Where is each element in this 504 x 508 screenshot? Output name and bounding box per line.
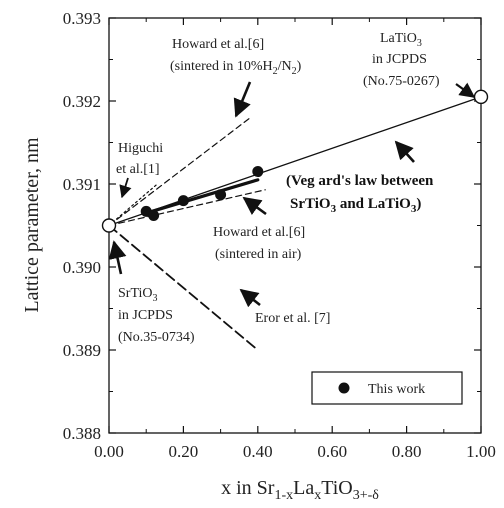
trend-line-3 [108, 183, 158, 227]
y-tick-label: 0.388 [63, 424, 101, 443]
trend-line-4 [108, 189, 266, 227]
legend-marker-this-work [338, 382, 350, 394]
data-point-this-work [177, 195, 189, 207]
svg-text:(sintered in 10%H2/N2): (sintered in 10%H2/N2) [170, 59, 302, 77]
x-tick-label: 0.40 [243, 442, 273, 461]
svg-text:(sintered in air): (sintered in air) [215, 247, 302, 262]
x-tick-label: 0.00 [94, 442, 124, 461]
svg-text:Howard et al.[6]: Howard et al.[6] [172, 37, 264, 52]
data-points [101, 89, 489, 233]
tick-marks [108, 17, 482, 434]
trend-line-5 [108, 224, 259, 351]
arrow-vegard [394, 140, 415, 163]
svg-text:LaTiO3: LaTiO3 [380, 31, 422, 49]
svg-text:SrTiO3: SrTiO3 [118, 286, 158, 304]
annotation-howard-h2: Howard et al.[6] (sintered in 10%H2/N2) [170, 37, 302, 118]
arrow-eror [239, 288, 261, 308]
svg-text:SrTiO3 and LaTiO3): SrTiO3 and LaTiO3) [290, 196, 421, 215]
annotation-howard-air: Howard et al.[6] (sintered in air) [213, 196, 305, 262]
annotation-vegard: (Veg ard's law between SrTiO3 and LaTiO3… [286, 140, 434, 215]
svg-text:Howard et al.[6]: Howard et al.[6] [213, 225, 305, 240]
data-point-this-work [252, 166, 264, 178]
x-tick-label: 1.00 [466, 442, 496, 461]
arrow-howard-air [242, 196, 267, 216]
y-tick-label: 0.390 [63, 258, 101, 277]
svg-text:(Veg ard's law between: (Veg ard's law between [286, 173, 434, 189]
svg-text:(No.35-0734): (No.35-0734) [118, 330, 195, 345]
svg-text:in JCPDS: in JCPDS [372, 52, 427, 67]
y-tick-label: 0.389 [63, 341, 101, 360]
tick-labels: 0.00 0.20 0.40 0.60 0.80 1.00 0.388 0.389 0.390 0… [63, 9, 496, 461]
x-tick-label: 0.60 [317, 442, 347, 461]
y-tick-label: 0.393 [63, 9, 101, 28]
reference-point-latio3 [473, 89, 489, 105]
annotation-higuchi: Higuchi et al.[1] [116, 141, 163, 199]
svg-text:Eror et al. [7]: Eror et al. [7] [255, 311, 330, 326]
fit-lines [108, 96, 482, 351]
arrow-latio3 [455, 82, 476, 98]
legend-label-this-work: This work [368, 382, 425, 397]
data-point-this-work [148, 210, 160, 222]
y-axis-title: Lattice parameter, nm [21, 137, 43, 313]
legend: This work [311, 371, 463, 405]
trend-line-6 [144, 178, 260, 215]
x-axis-title: x in Sr1-xLaxTiO3+-δ [221, 477, 379, 503]
annotation-latio3: LaTiO3 in JCPDS (No.75-0267) [363, 31, 476, 98]
annotation-eror: Eror et al. [7] [239, 288, 330, 326]
trend-line-2 [108, 116, 251, 227]
svg-text:(No.75-0267): (No.75-0267) [363, 74, 440, 89]
x-tick-label: 0.20 [169, 442, 199, 461]
reference-point-srtio3 [101, 218, 117, 233]
svg-text:Higuchi: Higuchi [118, 141, 163, 156]
arrow-howard-h2 [233, 81, 252, 118]
legend-box [311, 371, 463, 405]
data-point-this-work [215, 189, 227, 201]
arrow-srtio3 [108, 240, 127, 275]
x-tick-label: 0.80 [392, 442, 422, 461]
y-tick-label: 0.392 [63, 92, 101, 111]
svg-text:in JCPDS: in JCPDS [118, 308, 173, 323]
svg-text:et al.[1]: et al.[1] [116, 162, 160, 177]
arrow-higuchi [119, 177, 132, 199]
y-tick-label: 0.391 [63, 175, 101, 194]
annotation-srtio3: SrTiO3 in JCPDS (No.35-0734) [108, 240, 195, 345]
